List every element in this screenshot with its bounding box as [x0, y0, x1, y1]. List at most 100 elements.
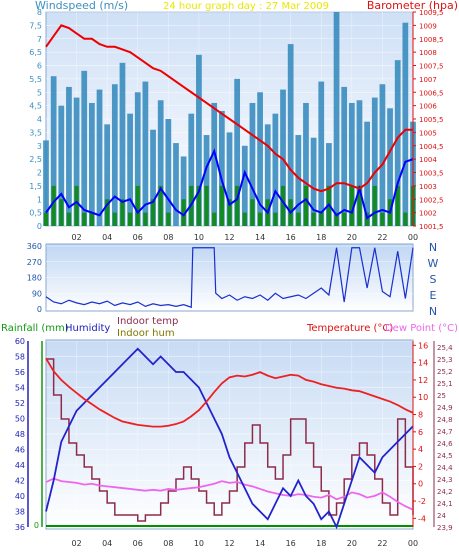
temp-x-tick-label: 22	[377, 539, 387, 548]
wind-y-tick-label: 3	[37, 142, 42, 151]
temp-x-tick-label: 14	[255, 539, 265, 548]
windspeed-bar	[249, 102, 256, 226]
gust-bar	[150, 199, 156, 226]
wind-x-tick-label: 14	[255, 233, 265, 242]
humidity-y-tick-label: 56	[15, 368, 25, 377]
temp-x-tick-label: 12	[224, 539, 234, 548]
wind-x-tick-label: 02	[71, 233, 81, 242]
windspeed-bar	[50, 76, 57, 226]
humidity-y-tick-label: 44	[15, 461, 25, 470]
windspeed-bar	[364, 121, 370, 226]
windspeed-bar	[119, 62, 126, 227]
windspeed-title: Windspeed (m/s)	[35, 0, 128, 12]
windspeed-bar	[257, 92, 263, 226]
windspeed-bar	[150, 129, 156, 226]
wind-y-tick-label: 5	[37, 88, 42, 97]
temperature-y-tick-label: 16	[418, 341, 428, 350]
windspeed-bar	[180, 156, 187, 226]
wind-x-tick-label: 06	[133, 233, 143, 242]
humidity-line	[45, 347, 414, 530]
windspeed-bar	[104, 124, 111, 226]
wind-y-tick-label: 8	[37, 8, 42, 17]
wind-y-tick-label: 0,5	[29, 209, 42, 218]
indoor-temp-title: Indoor temp	[117, 316, 178, 327]
humidity-y-tick-label: 42	[15, 477, 25, 486]
gust-bar	[273, 212, 278, 226]
indoor-temp-y-tick-label: 24,8	[437, 416, 453, 424]
temperature-y-tick-label: 10	[418, 393, 428, 402]
temperature-y-tick-label: 8	[418, 411, 423, 420]
indoor-temp-y-tick-label: 25,4	[437, 344, 453, 352]
barometer-y-tick-label: 1008,5	[419, 36, 444, 44]
temperature-y-tick-label: 12	[418, 376, 428, 385]
indoor-temp-y-tick-label: 24,2	[437, 488, 453, 496]
gust-bar	[89, 212, 94, 226]
gust-bar	[303, 185, 309, 226]
windspeed-bar	[379, 84, 386, 226]
barometer-y-tick-label: 1001,5	[419, 223, 444, 231]
wind-y-tick-label: 7	[37, 35, 42, 44]
gust-bar	[212, 212, 217, 226]
rainfall-title: Rainfall (mm)	[1, 323, 69, 334]
gust-bar	[66, 212, 72, 226]
barometer-y-tick-label: 1002,5	[419, 196, 444, 204]
barometer-y-tick-label: 1004	[419, 156, 437, 164]
gust-bar	[311, 212, 316, 226]
barometer-y-tick-label: 1006	[419, 103, 437, 111]
wind-y-tick-label: 4	[37, 115, 42, 124]
temp-x-tick-label: 00	[408, 539, 418, 548]
windspeed-bar	[280, 89, 286, 226]
wind-y-tick-label: 2	[37, 169, 42, 178]
windspeed-bar	[234, 78, 241, 226]
wind-x-tick-label: 04	[102, 233, 112, 242]
windspeed-bar	[165, 119, 172, 226]
gust-bar	[158, 185, 163, 226]
humidity-y-tick-label: 48	[15, 430, 25, 439]
barometer-y-tick-label: 1007	[419, 76, 437, 84]
windspeed-bar	[333, 12, 340, 226]
temperature-y-tick-label: -2	[418, 497, 426, 506]
temperature-y-tick-label: 2	[418, 462, 423, 471]
gust-bar	[296, 212, 301, 226]
windspeed-bar	[341, 86, 348, 227]
wind-y-tick-label: 3,5	[29, 128, 42, 137]
indoor-temp-y-tick-label: 25,1	[437, 380, 453, 388]
windspeed-bar	[203, 135, 210, 226]
humidity-y-tick-label: 60	[15, 337, 25, 346]
indoor-temp-y-tick-label: 24,5	[437, 452, 453, 460]
barometer-y-tick-label: 1002	[419, 210, 437, 218]
humidity-y-tick-label: 54	[15, 384, 25, 393]
wind-y-tick-label: 6	[37, 62, 42, 71]
gust-bar	[219, 185, 224, 226]
windspeed-bar	[157, 100, 164, 226]
wind-y-tick-label: 5,5	[29, 75, 42, 84]
gust-bar	[342, 212, 347, 226]
indoor-temp-y-tick-label: 23,9	[437, 524, 453, 532]
wind-y-tick-label: 1	[37, 195, 42, 204]
barometer-y-tick-label: 1003,5	[419, 170, 444, 178]
gust-bar	[250, 199, 255, 226]
humidity-title: Humidity	[65, 323, 110, 334]
windspeed-bar	[96, 89, 103, 226]
windspeed-bar	[173, 143, 179, 226]
windspeed-bar	[264, 124, 271, 226]
windspeed-bar	[326, 143, 332, 226]
gust-bar	[128, 212, 133, 226]
indoor-hum-title: Indoor hum	[117, 328, 175, 339]
gust-bar	[319, 212, 324, 226]
windspeed-bar	[348, 102, 355, 226]
dew-point-line	[45, 477, 414, 511]
windspeed-bar	[218, 110, 225, 226]
indoor-temp-y-tick-label: 24,6	[437, 440, 453, 448]
windspeed-bar	[66, 86, 72, 227]
windspeed-bar	[73, 97, 80, 226]
gust-bar	[43, 212, 49, 226]
windspeed-bar	[310, 137, 317, 226]
temperature-title: Temperature (°C)	[306, 323, 393, 334]
dew-point-title: Dew Point (°C)	[385, 323, 458, 334]
barometer-y-tick-label: 1004,5	[419, 143, 444, 151]
windspeed-bar	[295, 135, 302, 226]
gust-bar	[365, 212, 370, 226]
compass-label-n-top: N	[429, 241, 437, 254]
compass-label-n-bottom: N	[429, 305, 437, 318]
